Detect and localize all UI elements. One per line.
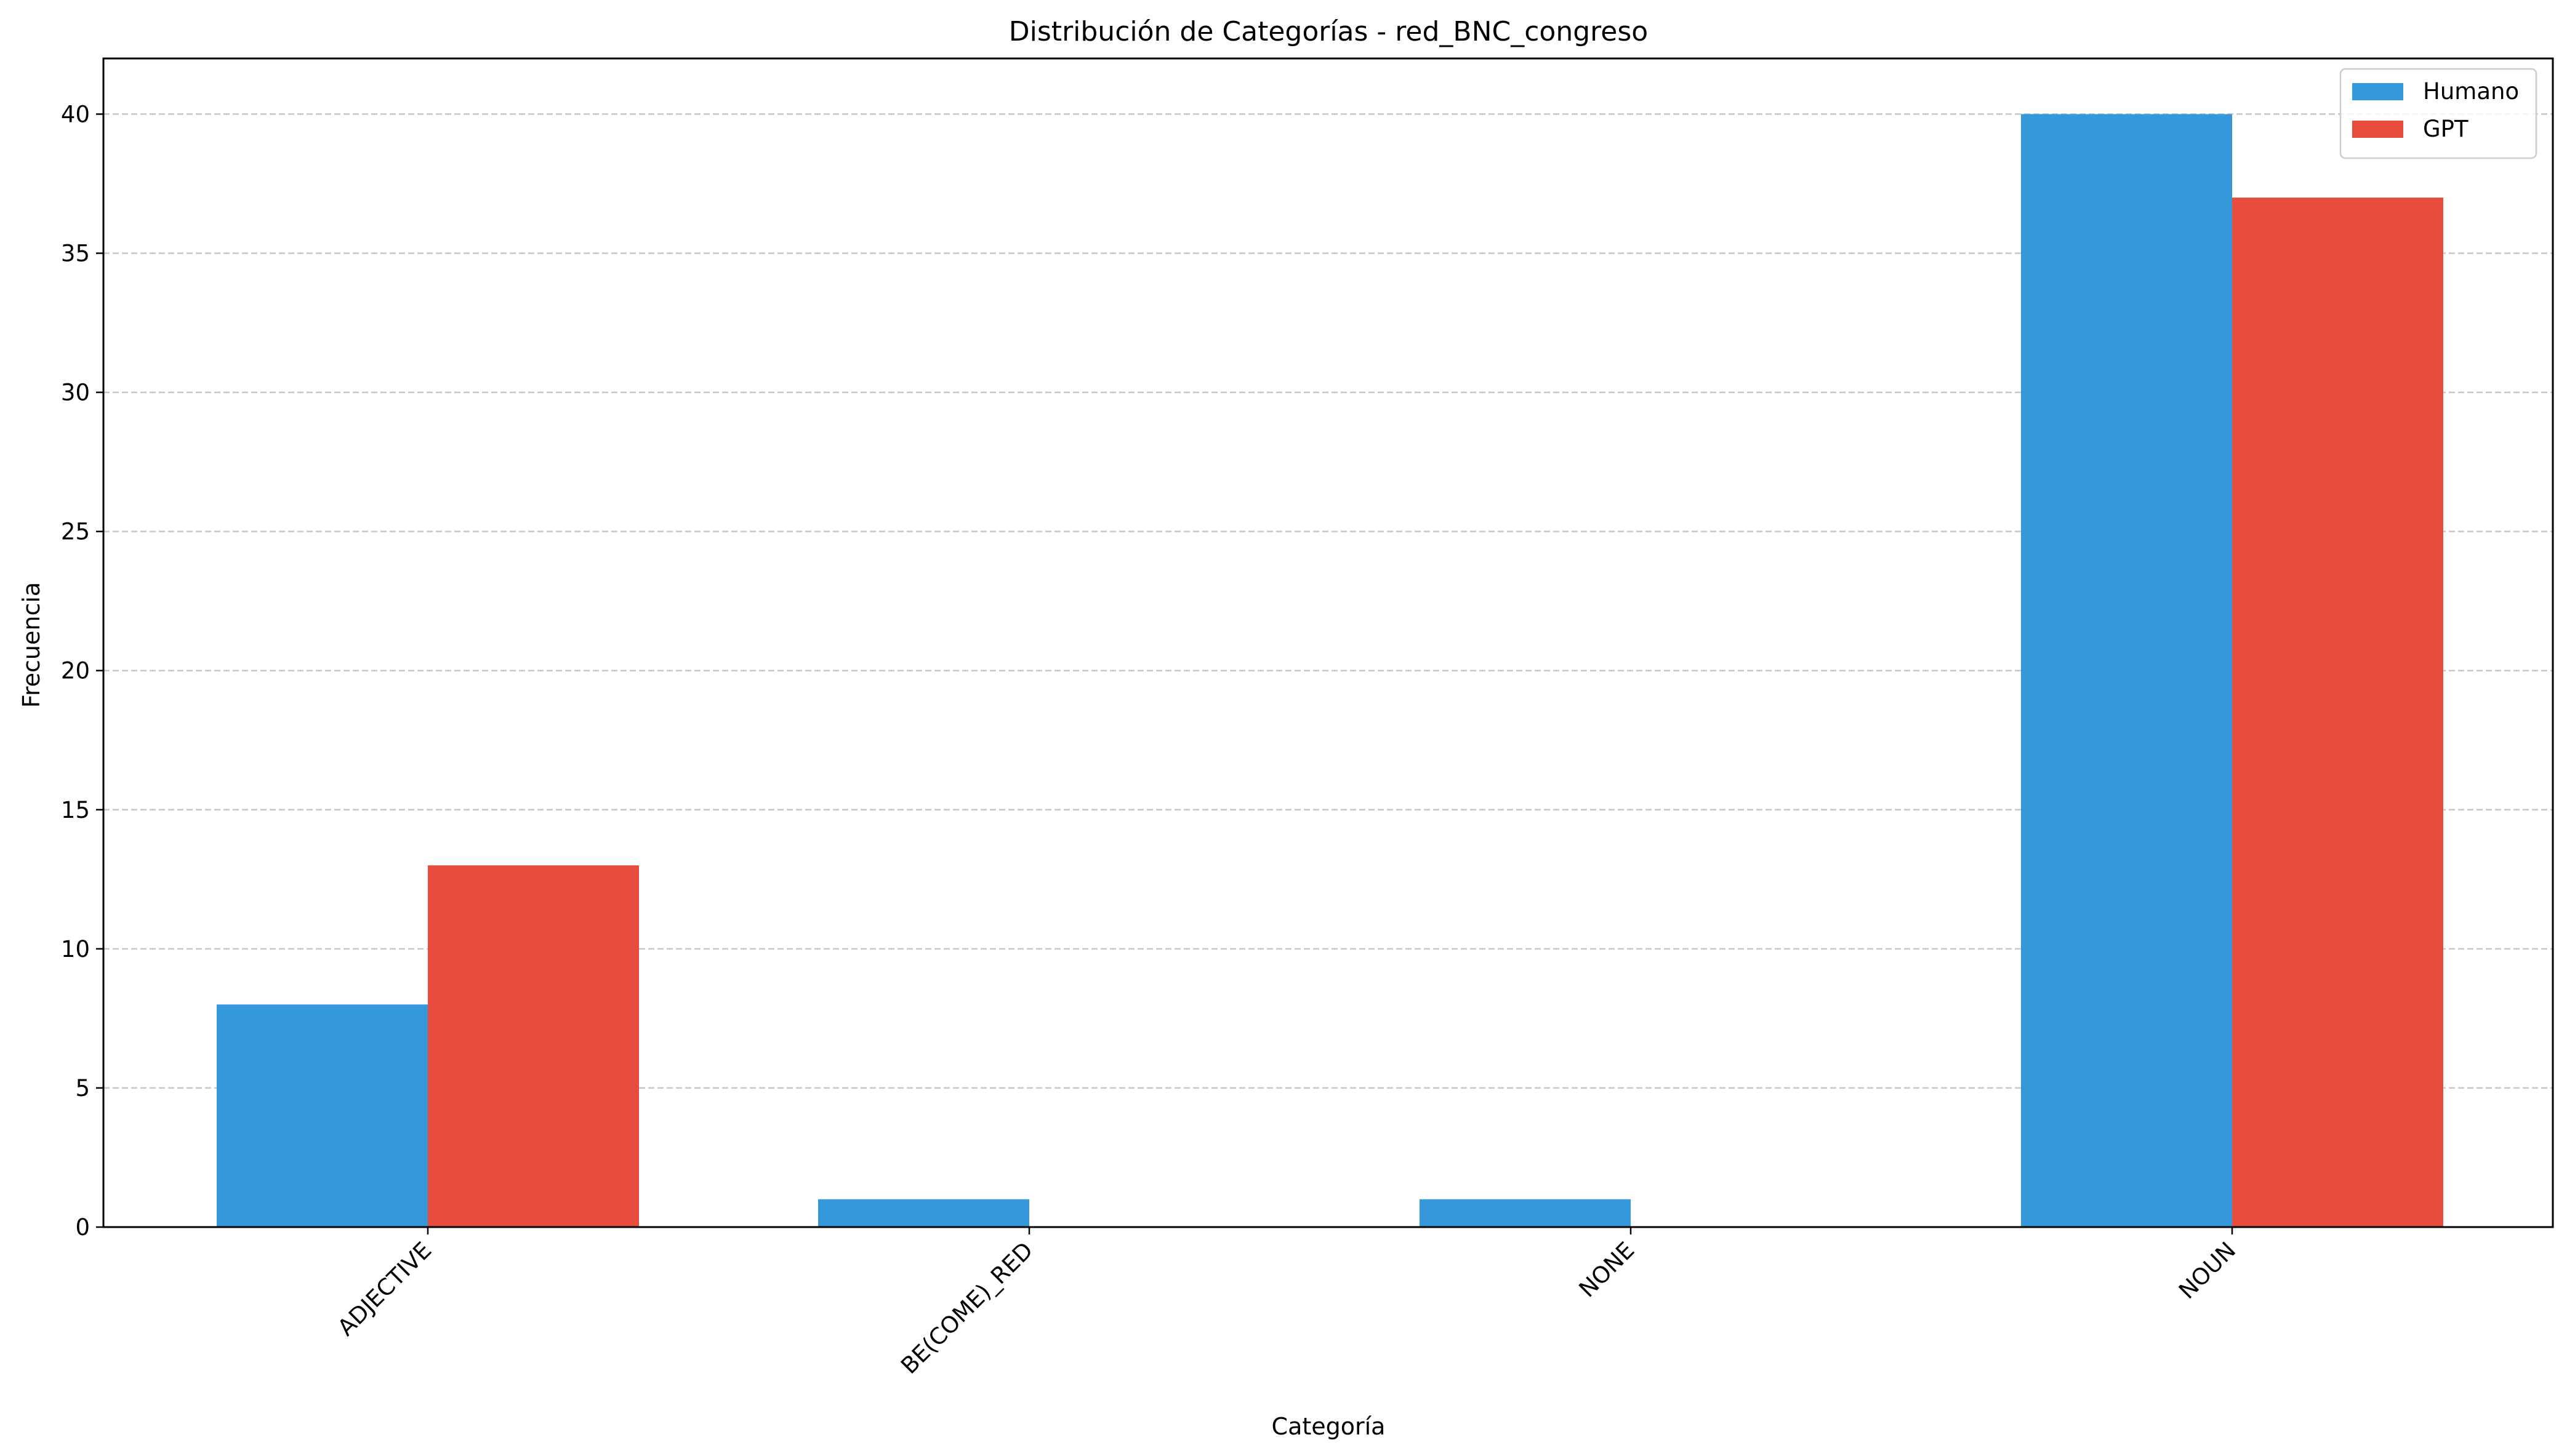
chart-title: Distribución de Categorías - red_BNC_con… bbox=[1009, 16, 1648, 47]
y-tick-label: 20 bbox=[61, 658, 90, 684]
y-tick-label: 25 bbox=[61, 519, 90, 545]
legend-label: GPT bbox=[2423, 116, 2469, 142]
x-axis-label: Categoría bbox=[1272, 1413, 1386, 1440]
bar-humano-noun bbox=[2021, 114, 2232, 1227]
y-tick-label: 40 bbox=[61, 101, 90, 127]
y-tick-label: 35 bbox=[61, 241, 90, 267]
bars bbox=[217, 114, 2443, 1228]
y-tick-label: 0 bbox=[75, 1214, 90, 1241]
y-tick-label: 30 bbox=[61, 380, 90, 406]
bar-gpt-noun bbox=[2232, 198, 2443, 1228]
y-tick-label: 10 bbox=[61, 936, 90, 962]
y-axis: 0 5 10 15 20 25 30 35 40 bbox=[61, 101, 103, 1241]
bar-humano-none bbox=[1420, 1199, 1631, 1227]
legend-swatch bbox=[2352, 121, 2403, 138]
bar-gpt-adjective bbox=[428, 865, 639, 1227]
legend-swatch bbox=[2352, 83, 2403, 100]
legend: Humano GPT bbox=[2339, 68, 2537, 159]
y-axis-label: Frecuencia bbox=[18, 582, 45, 708]
bar-humano-adjective bbox=[217, 1004, 428, 1227]
y-tick-label: 5 bbox=[75, 1075, 90, 1102]
plot-area-frame bbox=[102, 57, 2554, 1228]
legend-label: Humano bbox=[2423, 78, 2519, 105]
y-tick-label: 15 bbox=[61, 797, 90, 823]
bar-humano-be(come)_red bbox=[818, 1199, 1029, 1227]
